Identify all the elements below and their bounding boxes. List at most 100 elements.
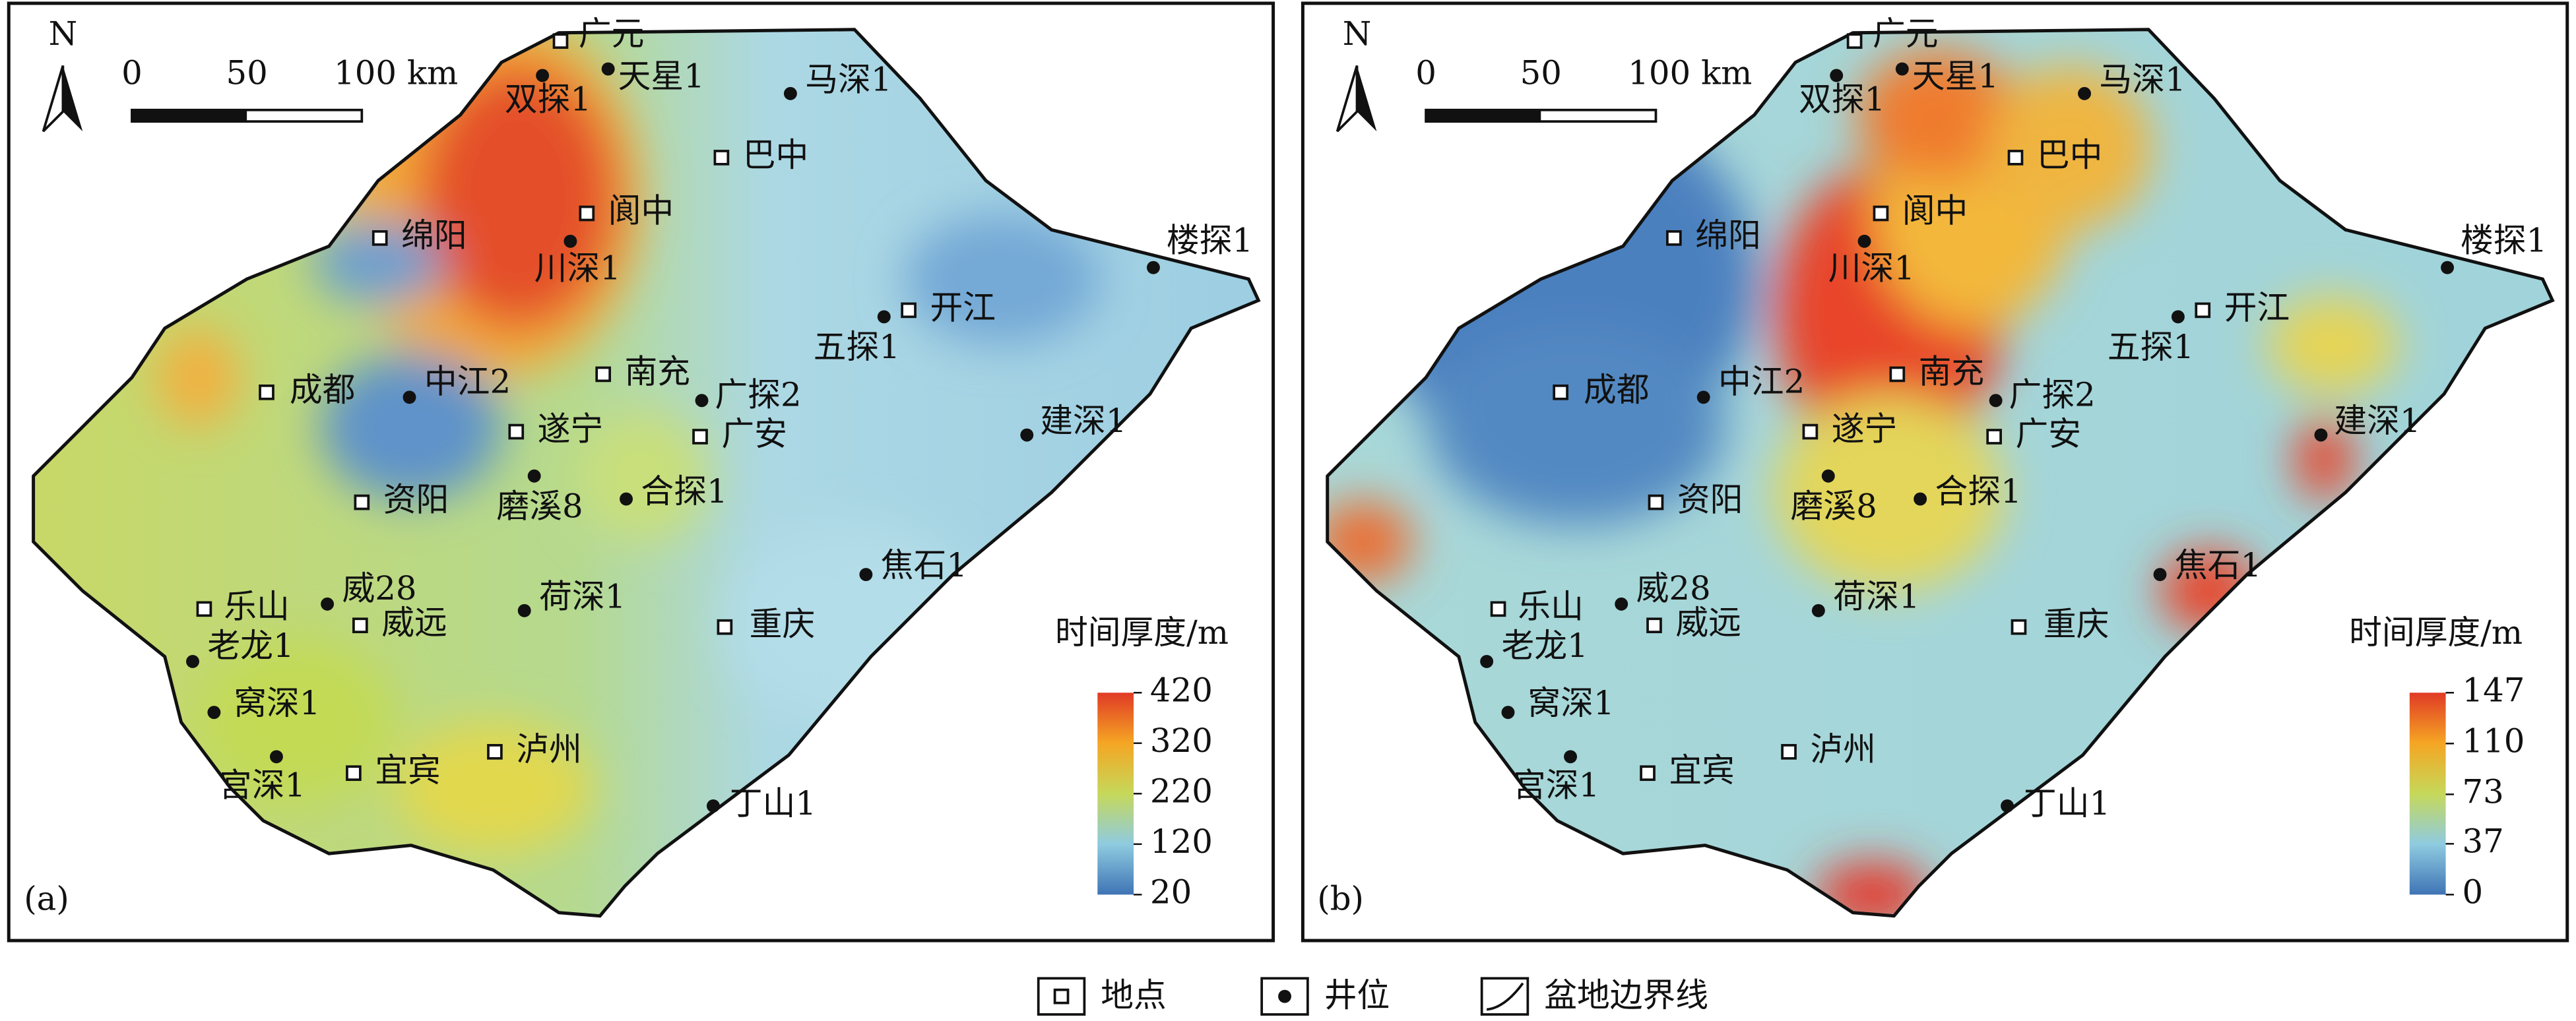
place-label: 广安 xyxy=(721,415,787,453)
colorbar xyxy=(2409,693,2446,895)
surface-blob xyxy=(903,213,1101,345)
place-marker xyxy=(595,366,612,383)
place-label: 绵阳 xyxy=(401,216,467,255)
well-label: 川深1 xyxy=(534,249,621,288)
well-label: 威28 xyxy=(1636,569,1711,607)
well-label: 双探1 xyxy=(505,80,591,118)
north-label: N xyxy=(49,15,78,53)
well-marker xyxy=(2171,310,2185,324)
well-label: 焦石1 xyxy=(2175,546,2261,584)
well-marker xyxy=(1480,655,1494,668)
place-marker xyxy=(508,423,525,440)
well-label: 五探1 xyxy=(814,328,900,366)
well-label: 老龙1 xyxy=(1502,627,1588,665)
well-label: 天星1 xyxy=(1912,57,1999,95)
place-label: 开江 xyxy=(2224,288,2290,326)
surface-blob xyxy=(575,410,707,542)
well-marker xyxy=(706,799,720,813)
well-label: 窝深1 xyxy=(234,684,320,722)
well-label: 荷深1 xyxy=(539,577,626,615)
well-marker xyxy=(859,568,873,582)
well-marker xyxy=(695,394,709,408)
place-marker xyxy=(1781,744,1797,760)
place-marker xyxy=(1873,205,1889,222)
colorbar-tick-label: 147 xyxy=(2462,671,2525,709)
legend-label: 盆地边界线 xyxy=(1544,976,1708,1014)
well-label: 磨溪8 xyxy=(1791,487,1877,526)
well-label: 老龙1 xyxy=(207,627,294,665)
colorbar-tick-label: 73 xyxy=(2462,772,2503,811)
surface-blob xyxy=(1774,394,2005,591)
place-marker xyxy=(1802,423,1819,440)
well-marker xyxy=(1830,69,1844,82)
well-marker xyxy=(1615,597,1628,611)
legend-well-icon xyxy=(1278,989,1291,1003)
well-marker xyxy=(1564,750,1578,764)
surface-blob xyxy=(419,65,617,328)
north-label: N xyxy=(1343,15,1372,53)
well-marker xyxy=(601,62,615,76)
legend-label: 井位 xyxy=(1324,976,1390,1014)
well-marker xyxy=(1989,394,2003,408)
place-label: 南充 xyxy=(625,352,691,390)
well-marker xyxy=(2153,568,2167,582)
place-marker xyxy=(487,744,503,760)
place-label: 重庆 xyxy=(2044,605,2109,644)
panel-label: (a) xyxy=(24,879,69,917)
well-marker xyxy=(1146,261,1160,274)
place-label: 遂宁 xyxy=(1832,410,1898,449)
surface-blob xyxy=(321,353,501,501)
well-marker xyxy=(1811,603,1825,617)
well-marker xyxy=(1696,390,1710,404)
well-marker xyxy=(564,234,577,248)
well-marker xyxy=(620,492,633,506)
well-label: 天星1 xyxy=(618,57,705,95)
scale-label: 100 km xyxy=(334,53,458,92)
place-marker xyxy=(1846,33,1863,49)
place-marker xyxy=(2195,302,2211,319)
well-marker xyxy=(2441,261,2455,274)
scale-label: 0 xyxy=(121,53,143,92)
well-marker xyxy=(2001,799,2014,813)
place-label: 泸州 xyxy=(516,730,582,768)
surface-blob xyxy=(2294,418,2354,501)
well-marker xyxy=(402,390,416,404)
place-marker xyxy=(1553,384,1568,400)
place-label: 成都 xyxy=(1584,371,1650,409)
basin-boundary xyxy=(1326,28,2555,918)
place-label: 重庆 xyxy=(750,605,816,644)
place-label: 绵阳 xyxy=(1695,216,1761,255)
place-label: 广元 xyxy=(579,15,645,53)
legend-box xyxy=(1480,977,1530,1016)
well-label: 马深1 xyxy=(2099,60,2185,98)
well-marker xyxy=(1821,469,1835,483)
surface-blob xyxy=(1856,49,2020,181)
well-label: 楼探1 xyxy=(2461,221,2547,259)
place-marker xyxy=(1490,601,1506,617)
well-label: 窝深1 xyxy=(1528,684,1614,722)
well-marker xyxy=(527,469,541,483)
well-label: 磨溪8 xyxy=(496,487,583,526)
place-label: 南充 xyxy=(1919,352,1985,390)
well-label: 五探1 xyxy=(2108,328,2194,366)
legend-box xyxy=(1037,977,1086,1016)
place-label: 威远 xyxy=(381,603,447,642)
place-marker xyxy=(2011,619,2027,635)
well-label: 丁山1 xyxy=(730,784,816,822)
place-label: 巴中 xyxy=(2037,136,2103,174)
colorbar-title: 时间厚度/m xyxy=(1055,613,1229,652)
basin-boundary xyxy=(32,28,1261,918)
place-marker xyxy=(552,33,569,49)
legend-boundary-icon xyxy=(1486,982,1524,1011)
well-marker xyxy=(186,655,199,668)
place-marker xyxy=(346,765,362,782)
well-marker xyxy=(2314,428,2328,442)
well-marker xyxy=(2078,86,2091,100)
place-marker xyxy=(259,384,274,400)
well-label: 中江2 xyxy=(1718,362,1805,400)
well-label: 广探2 xyxy=(2009,375,2096,414)
place-marker xyxy=(1648,494,1664,510)
scale-label: 0 xyxy=(1415,53,1436,92)
